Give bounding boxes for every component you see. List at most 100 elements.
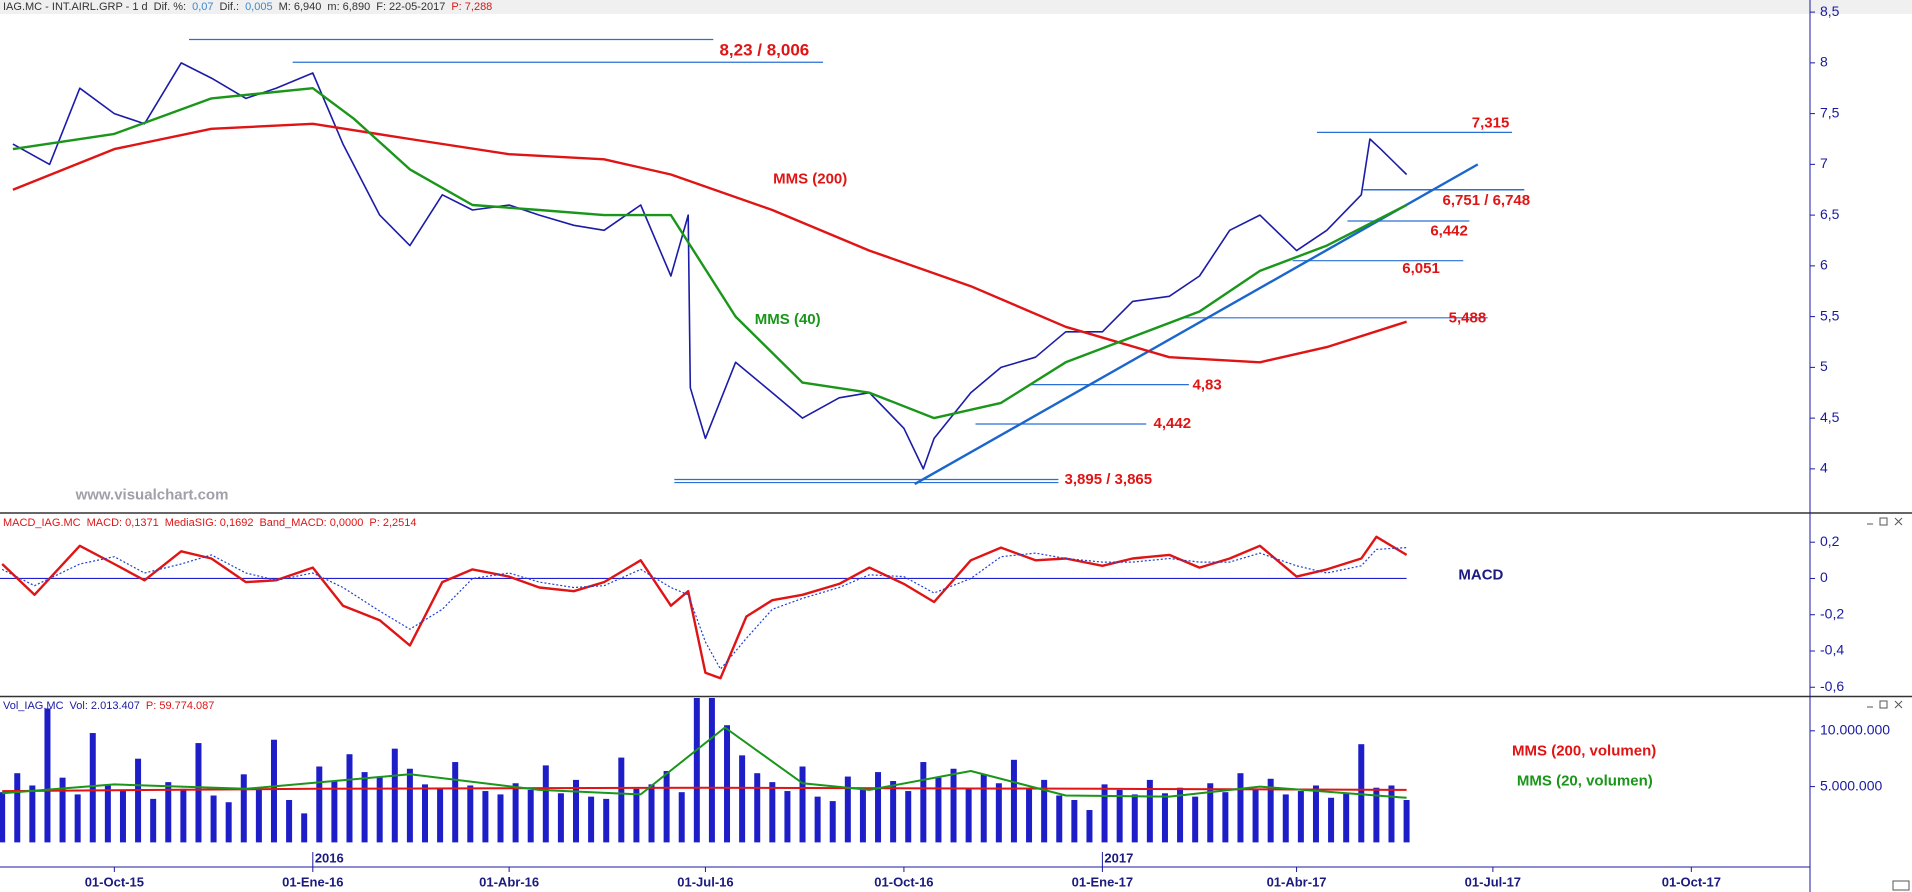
title-part: 0,005 <box>245 1 273 13</box>
y-tick-label: 8 <box>1820 54 1828 70</box>
volume-bar <box>557 793 564 843</box>
volume-bar <box>89 733 96 843</box>
y-tick-label: 0 <box>1820 569 1828 585</box>
volume-bar <box>1177 787 1184 843</box>
volume-bar <box>14 773 21 843</box>
volume-bar <box>29 785 36 843</box>
volume-bar <box>240 774 247 843</box>
watermark: www.visualchart.com <box>75 487 229 504</box>
y-tick-label: -0,2 <box>1820 605 1844 621</box>
volume-bar <box>724 725 731 843</box>
y-tick-label: -0,6 <box>1820 678 1844 694</box>
volume-bar <box>452 762 459 843</box>
volume-bar <box>497 794 504 843</box>
legend-label: MMS (20, volumen) <box>1517 773 1653 790</box>
volume-bar <box>799 766 806 843</box>
year-label: 2017 <box>1104 850 1133 865</box>
title-part: M: 6,940 <box>278 1 322 13</box>
volume-bar <box>1207 783 1214 843</box>
volume-bar <box>1222 792 1229 843</box>
volume-bar <box>1161 793 1168 843</box>
volume-bar <box>1101 784 1108 843</box>
volume-bar <box>437 788 444 843</box>
x-tick-label: 01-Oct-17 <box>1662 874 1721 889</box>
maximize-icon[interactable] <box>1879 700 1888 709</box>
series-label: MMS (40) <box>755 311 821 328</box>
volume-bar <box>1312 785 1319 843</box>
volume-bar <box>1388 785 1395 843</box>
y-tick-label: -0,4 <box>1820 642 1844 658</box>
title-part: Band_MACD: 0,0000 <box>259 517 364 529</box>
panel-title: Vol_IAG.MC Vol: 2.013.407 P: 59.774.087 <box>0 699 214 713</box>
volume-bar <box>255 789 262 843</box>
series-line <box>12 122 1407 364</box>
volume-bar <box>603 798 610 843</box>
volume-bar <box>1252 788 1259 843</box>
volume-bar <box>618 757 625 843</box>
x-tick-label: 01-Jul-16 <box>677 874 733 889</box>
volume-bar <box>482 791 489 843</box>
title-part: P: 7,288 <box>451 1 493 13</box>
series-label: MMS (200) <box>773 170 847 187</box>
title-part: P: 2,2514 <box>369 517 417 529</box>
volume-bar <box>1373 787 1380 843</box>
volume-bar <box>406 768 413 843</box>
volume-bar <box>814 796 821 843</box>
volume-bar <box>769 782 776 843</box>
volume-bar <box>935 777 942 843</box>
title-part: Dif. %: <box>153 1 187 13</box>
volume-bar <box>950 768 957 843</box>
title-part: MACD: 0,1371 <box>86 517 159 529</box>
close-icon[interactable] <box>1894 517 1903 526</box>
volume-bar <box>1026 788 1033 843</box>
volume-bar <box>467 785 474 843</box>
volume-bar <box>104 784 111 843</box>
panel-label: MACD <box>1458 567 1503 584</box>
volume-bar <box>361 772 368 843</box>
title-part: 0,07 <box>192 1 214 13</box>
volume-bar <box>859 787 866 843</box>
volume-bar <box>1192 796 1199 843</box>
volume-bar <box>784 791 791 843</box>
y-tick-label: 4,5 <box>1820 409 1840 425</box>
maximize-icon[interactable] <box>1879 517 1888 526</box>
series-line <box>12 62 1408 470</box>
volume-bar <box>890 781 897 843</box>
volume-bar <box>1056 795 1063 843</box>
volume-bar <box>663 770 670 843</box>
volume-bar <box>1403 799 1410 843</box>
plot-area <box>12 38 1525 486</box>
year-label: 2016 <box>315 850 344 865</box>
volume-bar <box>1071 799 1078 843</box>
x-tick-label: 01-Ene-17 <box>1072 874 1133 889</box>
level-label: 6,751 / 6,748 <box>1443 192 1531 209</box>
volume-bar <box>1237 773 1244 843</box>
level-label: 7,315 <box>1472 115 1510 132</box>
volume-bar <box>421 784 428 843</box>
volume-bar <box>225 802 232 843</box>
close-icon[interactable] <box>1894 700 1903 709</box>
zoom-icon[interactable] <box>1892 880 1910 891</box>
volume-bar <box>391 748 398 843</box>
volume-bar <box>1041 779 1048 843</box>
title-part: MediaSIG: 0,1692 <box>164 517 254 529</box>
volume-bar <box>708 698 715 843</box>
y-tick-label: 10.000.000 <box>1820 722 1890 738</box>
y-tick-label: 6 <box>1820 257 1828 273</box>
volume-bar <box>512 783 519 843</box>
plot-area <box>0 535 1408 680</box>
x-tick-label: 01-Oct-15 <box>85 874 144 889</box>
y-tick-label: 0,2 <box>1820 533 1840 549</box>
panel-controls <box>1867 517 1910 891</box>
volume-bar <box>875 772 882 843</box>
volume-bar <box>1131 794 1138 843</box>
volume-bar <box>678 792 685 843</box>
y-tick-label: 4 <box>1820 460 1828 476</box>
level-label: 3,895 / 3,865 <box>1065 471 1153 488</box>
volume-bar <box>1116 789 1123 843</box>
title-part: IAG.MC - INT.AIRL.GRP - 1 d <box>3 1 148 13</box>
level-label: 4,83 <box>1193 376 1222 393</box>
volume-bar <box>286 799 293 843</box>
